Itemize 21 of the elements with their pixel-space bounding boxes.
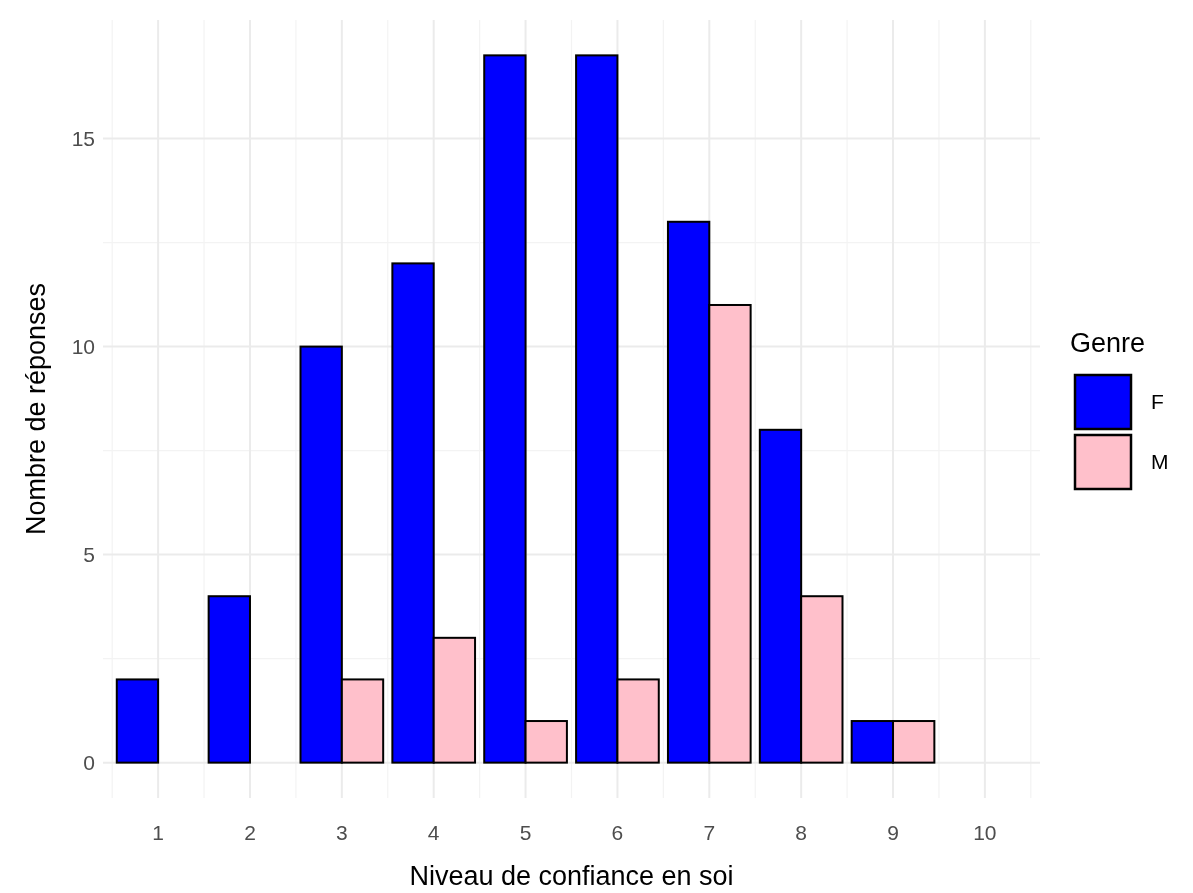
x-tick-label: 7	[703, 821, 716, 844]
y-axis-title: Nombre de réponses	[21, 282, 51, 536]
x-tick-label: 2	[244, 821, 256, 844]
x-tick-label: 3	[336, 821, 348, 844]
x-tick-label: 4	[427, 821, 440, 844]
x-tick-label: 10	[973, 821, 997, 844]
x-tick-label: 8	[795, 821, 807, 844]
y-tick-label: 15	[71, 126, 95, 150]
x-axis-title: Niveau de confiance en soi	[409, 861, 734, 891]
y-tick-label: 5	[83, 542, 95, 566]
bar	[207, 595, 251, 764]
text: M	[1151, 450, 1169, 474]
x-tick-label: 9	[887, 821, 899, 844]
y-tick-label: 10	[71, 334, 95, 358]
x-tick-label: 1	[152, 821, 164, 844]
legend-title: Genre	[1070, 328, 1146, 358]
text: F	[1151, 390, 1164, 414]
x-tick-label: 6	[611, 821, 624, 844]
x-tick-label: 5	[519, 821, 532, 844]
bar	[115, 678, 160, 764]
y-tick-label: 0	[83, 750, 95, 774]
